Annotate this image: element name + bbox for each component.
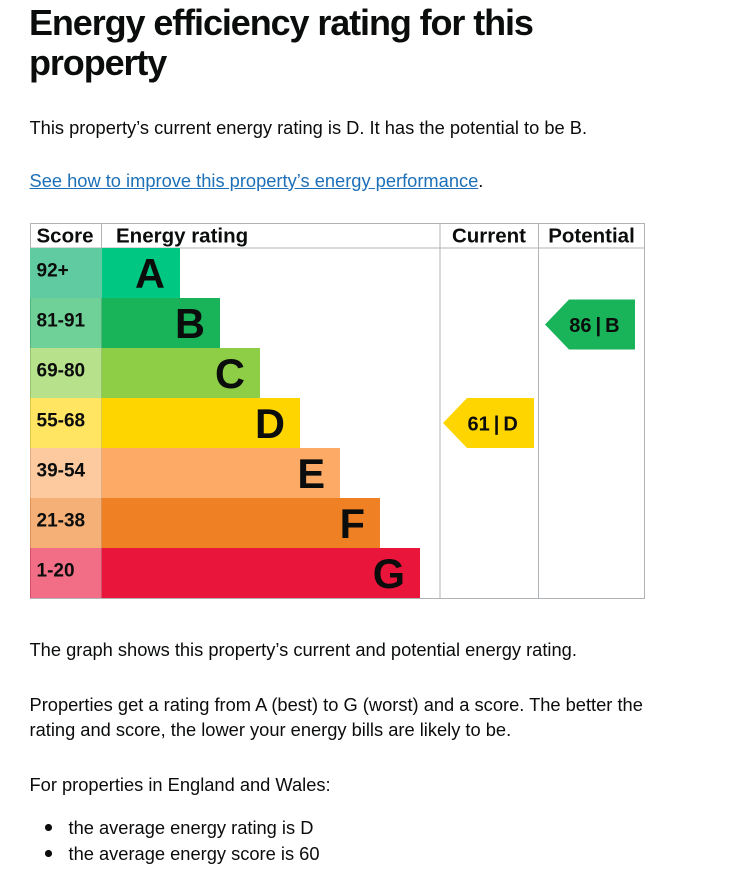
svg-text:Energy rating: Energy rating: [116, 224, 248, 247]
svg-text:81-91: 81-91: [36, 310, 85, 331]
svg-text:69-80: 69-80: [36, 360, 85, 381]
svg-text:D: D: [255, 400, 285, 447]
svg-text:E: E: [297, 450, 325, 497]
svg-text:Current: Current: [451, 224, 525, 247]
svg-text:1-20: 1-20: [36, 560, 74, 581]
svg-text:B: B: [175, 300, 205, 347]
svg-text:39-54: 39-54: [36, 460, 85, 481]
svg-text:Potential: Potential: [548, 224, 635, 247]
svg-text:G: G: [372, 550, 404, 597]
svg-text:C: C: [215, 350, 245, 397]
svg-text:61 | D: 61 | D: [467, 413, 517, 435]
svg-text:Score: Score: [36, 224, 93, 247]
svg-text:55-68: 55-68: [36, 410, 85, 431]
svg-text:86 | B: 86 | B: [569, 315, 619, 337]
svg-text:92+: 92+: [36, 260, 68, 281]
svg-text:A: A: [135, 250, 165, 297]
svg-text:F: F: [339, 500, 364, 547]
svg-text:21-38: 21-38: [36, 510, 85, 531]
